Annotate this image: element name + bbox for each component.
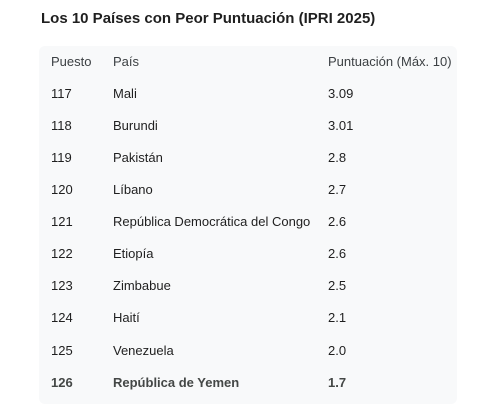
country-cell: Zimbabue: [113, 278, 171, 293]
table-row: 119 Pakistán 2.8: [39, 142, 457, 174]
table-row: 118 Burundi 3.01: [39, 110, 457, 142]
country-cell: Etiopía: [113, 246, 154, 261]
header-score: Puntuación (Máx. 10): [328, 54, 452, 69]
rank-cell: 126: [51, 375, 73, 390]
country-cell: Mali: [113, 86, 137, 101]
table-row: 124 Haití 2.1: [39, 302, 457, 334]
rank-cell: 123: [51, 278, 73, 293]
score-cell: 3.09: [328, 86, 354, 101]
country-cell: República de Yemen: [113, 375, 240, 390]
table-row: 125 Venezuela 2.0: [39, 335, 457, 367]
score-cell: 2.0: [328, 343, 347, 358]
table-row: 123 Zimbabue 2.5: [39, 270, 457, 302]
score-cell: 2.1: [328, 310, 347, 325]
rank-cell: 121: [51, 214, 73, 229]
country-cell: Pakistán: [113, 150, 163, 165]
table-row: 117 Mali 3.09: [39, 78, 457, 110]
table-row: 122 Etiopía 2.6: [39, 238, 457, 270]
country-cell: Venezuela: [113, 343, 174, 358]
table-row: 121 República Democrática del Congo 2.6: [39, 206, 457, 238]
table-row: 120 Líbano 2.7: [39, 174, 457, 206]
rank-cell: 124: [51, 310, 73, 325]
score-cell: 2.8: [328, 150, 347, 165]
country-cell: Líbano: [113, 182, 153, 197]
rank-cell: 117: [51, 86, 72, 101]
header-rank: Puesto: [51, 54, 92, 69]
table-row: 126 República de Yemen 1.7: [39, 367, 457, 399]
score-cell: 2.6: [328, 246, 347, 261]
score-cell: 2.6: [328, 214, 347, 229]
rank-cell: 120: [51, 182, 73, 197]
rank-cell: 118: [51, 118, 72, 133]
country-cell: Burundi: [113, 118, 158, 133]
rank-cell: 122: [51, 246, 73, 261]
score-cell: 2.7: [328, 182, 347, 197]
page-title: Los 10 Países con Peor Puntuación (IPRI …: [41, 10, 376, 27]
score-cell: 2.5: [328, 278, 347, 293]
score-cell: 3.01: [328, 118, 354, 133]
country-cell: Haití: [113, 310, 140, 325]
table-header: Puesto País Puntuación (Máx. 10): [39, 46, 457, 78]
country-cell: República Democrática del Congo: [113, 214, 311, 229]
score-cell: 1.7: [328, 375, 347, 390]
ranking-table: Puesto País Puntuación (Máx. 10) 117 Mal…: [39, 46, 457, 404]
rank-cell: 119: [51, 150, 72, 165]
header-country: País: [113, 54, 140, 69]
rank-cell: 125: [51, 343, 73, 358]
